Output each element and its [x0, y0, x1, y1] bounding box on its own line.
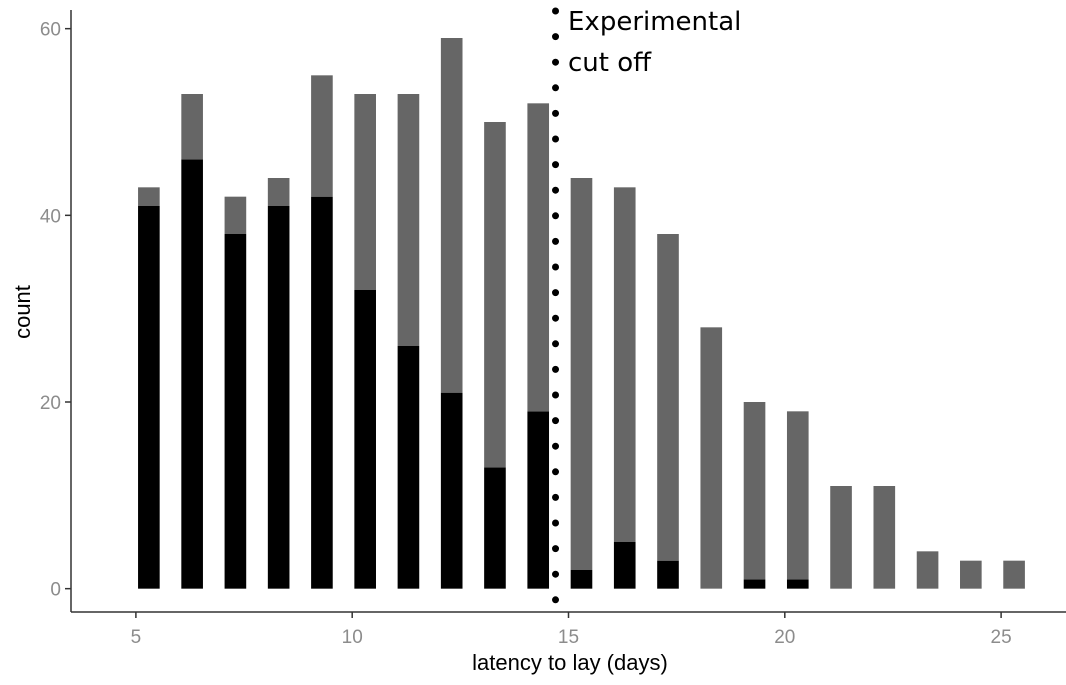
bar-upper-0 [138, 187, 160, 206]
x-tick-label-0: 5 [131, 627, 142, 648]
bar-lower-7 [440, 392, 463, 589]
bar-lower-3 [267, 206, 290, 589]
bar-upper-10 [570, 178, 593, 570]
bar-upper-12 [657, 234, 679, 561]
bar-lower-6 [397, 346, 420, 589]
bar-upper-20 [1003, 560, 1025, 589]
bar-upper-18 [916, 551, 939, 589]
x-tick-label-3: 20 [774, 627, 795, 648]
bar-upper-15 [786, 411, 809, 580]
cutoff-label-line-2: cut off [568, 48, 652, 78]
bar-upper-3 [267, 178, 290, 206]
bar-upper-11 [613, 187, 636, 542]
bar-upper-17 [873, 486, 896, 589]
bar-lower-8 [484, 467, 506, 589]
x-tick-label-2: 15 [558, 627, 579, 648]
x-axis-ticks: 5 10 15 20 25 [131, 612, 1012, 648]
bar-lower-10 [570, 570, 593, 589]
bar-upper-2 [224, 196, 247, 234]
bar-upper-14 [743, 402, 766, 580]
bar-upper-13 [700, 327, 723, 589]
bar-lower-9 [527, 411, 550, 589]
cutoff-label-line-1: Experimental [568, 7, 741, 37]
bar-upper-7 [440, 38, 463, 393]
x-tick-label-1: 10 [342, 627, 363, 648]
bar-upper-6 [397, 94, 420, 346]
y-tick-label-0: 0 [50, 580, 61, 601]
y-tick-label-3: 60 [40, 20, 61, 41]
bar-lower-2 [224, 234, 247, 589]
y-axis-ticks: 0 20 40 60 [40, 20, 71, 601]
bar-lower-15 [786, 579, 809, 589]
bar-upper-1 [181, 94, 203, 160]
x-tick-label-4: 25 [991, 627, 1012, 648]
bar-lower-5 [354, 290, 376, 589]
bar-upper-4 [311, 75, 333, 197]
y-tick-label-1: 20 [40, 393, 61, 414]
y-tick-label-2: 40 [40, 206, 61, 227]
bar-lower-12 [657, 560, 679, 589]
bar-lower-11 [613, 542, 636, 589]
bar-upper-5 [354, 94, 376, 290]
bar-upper-19 [960, 560, 982, 589]
y-axis-title: count [10, 285, 35, 339]
bar-lower-1 [181, 159, 203, 589]
bar-lower-0 [138, 206, 160, 589]
bars-layer [138, 38, 1025, 589]
bar-upper-9 [527, 103, 550, 412]
bar-upper-8 [484, 122, 506, 468]
bar-lower-14 [743, 579, 766, 589]
bar-lower-4 [311, 196, 333, 589]
bar-upper-16 [830, 486, 852, 589]
x-axis-title: latency to lay (days) [472, 650, 668, 675]
